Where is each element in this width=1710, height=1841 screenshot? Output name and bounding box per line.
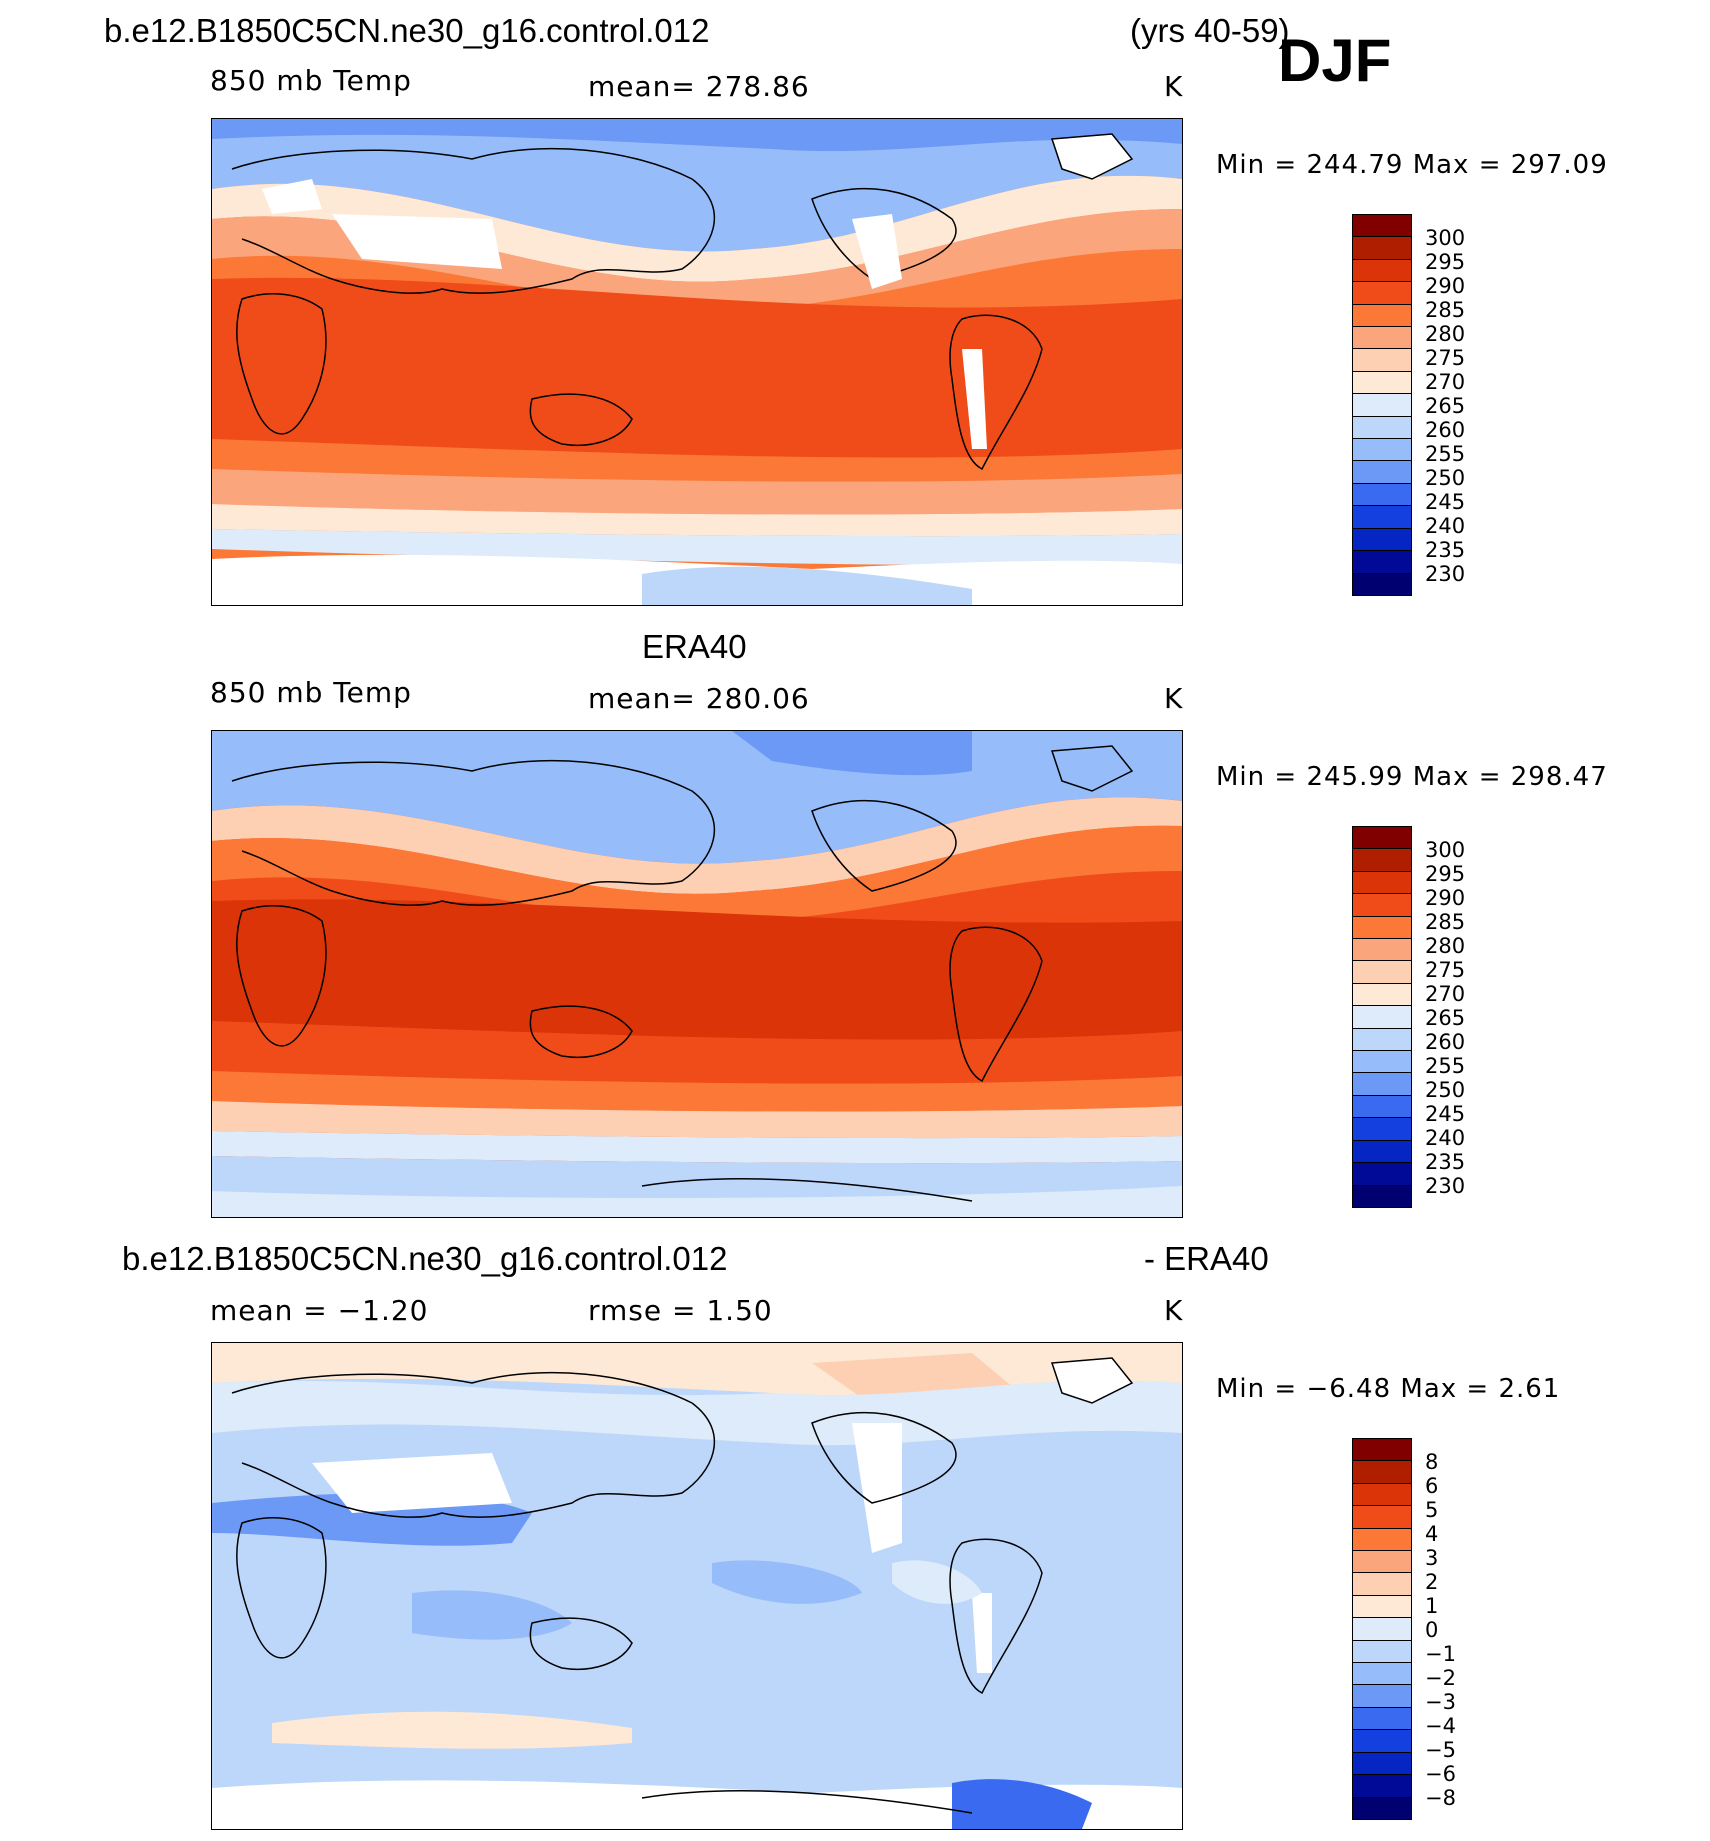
panel2-units: K <box>1164 682 1184 715</box>
cbar-label: 245 <box>1425 1102 1466 1126</box>
cbar-label: −8 <box>1425 1786 1456 1810</box>
cbar-label: 255 <box>1425 442 1466 466</box>
cbar-label: −6 <box>1425 1762 1456 1786</box>
panel2-title: ERA40 <box>642 628 747 665</box>
cbar-label: 260 <box>1425 1030 1466 1054</box>
cbar-label: −2 <box>1425 1666 1456 1690</box>
panel2-map <box>211 730 1183 1218</box>
cbar-label: 2 <box>1425 1570 1439 1594</box>
cbar-label: 250 <box>1425 1078 1466 1102</box>
panel2-variable: 850 mb Temp <box>210 676 412 709</box>
cbar-label: 290 <box>1425 886 1466 910</box>
panel3-min-max: Min = −6.48 Max = 2.61 <box>1216 1374 1561 1404</box>
cbar-label: 5 <box>1425 1498 1439 1522</box>
cbar-label: 260 <box>1425 418 1466 442</box>
panel1-variable: 850 mb Temp <box>210 64 412 97</box>
cbar-label: 0 <box>1425 1618 1439 1642</box>
years-label: (yrs 40-59) <box>1130 12 1290 49</box>
panel2-mean: mean= 280.06 <box>588 682 810 715</box>
cbar-label: 6 <box>1425 1474 1439 1498</box>
cbar-label: 295 <box>1425 862 1466 886</box>
cbar-label: 235 <box>1425 538 1466 562</box>
panel3-rmse: rmse = 1.50 <box>588 1294 773 1327</box>
case-title: b.e12.B1850C5CN.ne30_g16.control.012 <box>104 12 710 49</box>
panel1-map <box>211 118 1183 606</box>
cbar-label: 270 <box>1425 370 1466 394</box>
cbar-label: 255 <box>1425 1054 1466 1078</box>
cbar-label: 250 <box>1425 466 1466 490</box>
cbar-label: 240 <box>1425 514 1466 538</box>
panel1-colorbar <box>1352 214 1412 596</box>
panel2-min-max: Min = 245.99 Max = 298.47 <box>1216 762 1608 792</box>
panel2-colorbar <box>1352 826 1412 1208</box>
cbar-label: 3 <box>1425 1546 1439 1570</box>
cbar-label: 230 <box>1425 1174 1466 1198</box>
cbar-label: 280 <box>1425 322 1466 346</box>
panel3-map <box>211 1342 1183 1830</box>
cbar-label: 240 <box>1425 1126 1466 1150</box>
cbar-label: 285 <box>1425 910 1466 934</box>
cbar-label: 1 <box>1425 1594 1439 1618</box>
panel1-units: K <box>1164 70 1184 103</box>
panel1-mean: mean= 278.86 <box>588 70 810 103</box>
cbar-label: 275 <box>1425 958 1466 982</box>
panel3-title-right: - ERA40 <box>1144 1240 1269 1277</box>
season-label: DJF <box>1278 27 1392 94</box>
cbar-label: 290 <box>1425 274 1466 298</box>
cbar-label: 300 <box>1425 838 1466 862</box>
panel3-colorbar <box>1352 1438 1412 1820</box>
cbar-label: 285 <box>1425 298 1466 322</box>
panel3-mean: mean = −1.20 <box>210 1294 429 1327</box>
cbar-label: −1 <box>1425 1642 1456 1666</box>
cbar-label: 270 <box>1425 982 1466 1006</box>
cbar-label: 280 <box>1425 934 1466 958</box>
cbar-label: 235 <box>1425 1150 1466 1174</box>
cbar-label: 8 <box>1425 1450 1439 1474</box>
panel1-min-max: Min = 244.79 Max = 297.09 <box>1216 150 1608 180</box>
cbar-label: 265 <box>1425 1006 1466 1030</box>
cbar-label: 275 <box>1425 346 1466 370</box>
cbar-label: −4 <box>1425 1714 1456 1738</box>
panel3-title-left: b.e12.B1850C5CN.ne30_g16.control.012 <box>122 1240 728 1277</box>
cbar-label: 265 <box>1425 394 1466 418</box>
cbar-label: 245 <box>1425 490 1466 514</box>
cbar-label: −3 <box>1425 1690 1456 1714</box>
cbar-label: −5 <box>1425 1738 1456 1762</box>
cbar-label: 300 <box>1425 226 1466 250</box>
cbar-label: 230 <box>1425 562 1466 586</box>
panel3-units: K <box>1164 1294 1184 1327</box>
cbar-label: 4 <box>1425 1522 1439 1546</box>
cbar-label: 295 <box>1425 250 1466 274</box>
